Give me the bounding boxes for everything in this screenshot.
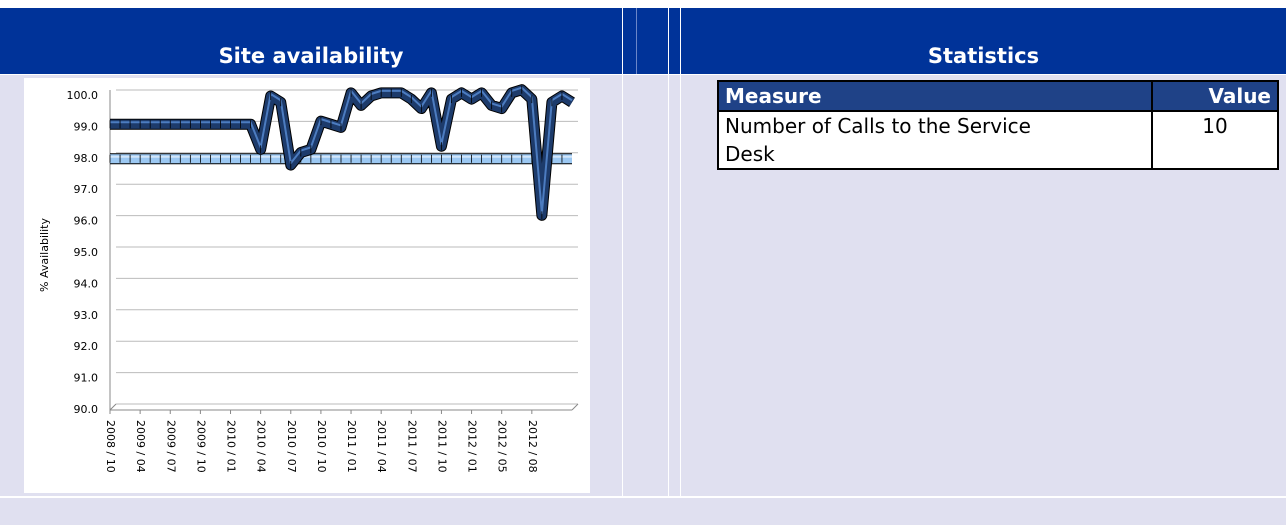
y-tick-label: 95.0 — [74, 246, 99, 259]
y-axis-label: % Availability — [38, 218, 51, 292]
y-tick-label: 92.0 — [74, 340, 99, 353]
x-tick-label: 2012 / 01 — [466, 420, 479, 473]
x-tick-label: 2012 / 08 — [526, 420, 539, 473]
divider — [622, 8, 623, 525]
panel-title: Statistics — [927, 44, 1040, 68]
axis — [109, 403, 117, 411]
x-tick-label: 2011 / 10 — [435, 420, 448, 473]
header-band — [0, 8, 1286, 74]
divider — [668, 8, 669, 525]
y-tick-label: 99.0 — [74, 120, 99, 133]
divider — [636, 8, 637, 74]
y-tick-label: 93.0 — [74, 309, 99, 322]
y-tick-label: 100.0 — [67, 89, 99, 102]
x-tick-label: 2010 / 10 — [315, 420, 328, 473]
stats-table: Measure Value Number of Calls to the Serv… — [717, 80, 1279, 170]
x-tick-label: 2009 / 07 — [164, 420, 177, 473]
series-highlight — [110, 86, 573, 215]
x-tick-label: 2010 / 01 — [225, 420, 238, 473]
y-tick-label: 94.0 — [74, 277, 99, 290]
cell: Number of Calls to the Service Desk — [717, 110, 1153, 170]
y-tick-label: 91.0 — [74, 372, 99, 385]
cell: 10 — [1151, 110, 1279, 170]
y-tick-label: 97.0 — [74, 183, 99, 196]
column-header: Value — [1151, 80, 1279, 112]
panel — [623, 75, 668, 496]
axis — [571, 403, 579, 411]
y-tick-label: 96.0 — [74, 215, 99, 228]
x-tick-label: 2012 / 05 — [496, 420, 509, 473]
y-tick-label: 98.0 — [74, 152, 99, 165]
panel — [669, 75, 680, 496]
y-tick-label: 90.0 — [74, 403, 99, 416]
x-tick-label: 2011 / 07 — [405, 420, 418, 473]
x-tick-label: 2008 / 10 — [104, 420, 117, 473]
footer-band — [0, 498, 1286, 525]
x-tick-label: 2010 / 07 — [285, 420, 298, 473]
x-tick-label: 2009 / 04 — [134, 420, 147, 473]
x-tick-label: 2011 / 01 — [345, 420, 358, 473]
x-tick-label: 2010 / 04 — [255, 420, 268, 473]
x-tick-label: 2011 / 04 — [375, 420, 388, 473]
divider — [680, 8, 681, 525]
x-tick-label: 2009 / 10 — [194, 420, 207, 473]
panel-title: Site availability — [218, 44, 404, 68]
column-header: Measure — [717, 80, 1153, 112]
